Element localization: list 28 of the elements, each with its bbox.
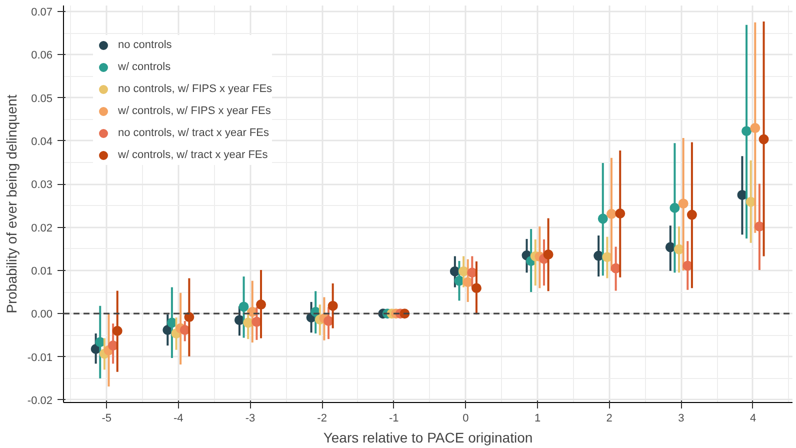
- x-tick-label: 0: [462, 412, 469, 424]
- y-tick-label: -0.02: [27, 394, 53, 407]
- y-axis-title: Probability of ever being delinquent: [3, 94, 20, 314]
- y-tick-label: 0.00: [31, 308, 53, 321]
- x-tick-label: 4: [750, 412, 756, 424]
- y-tick-label: 0.02: [31, 222, 53, 234]
- y-tick-label: 0.05: [31, 92, 53, 105]
- x-tick-label: -5: [102, 412, 112, 424]
- legend-label: w/ controls, w/ tract x year FEs: [118, 149, 268, 161]
- y-tick-label: 0.06: [31, 50, 53, 62]
- legend-label: no controls: [118, 39, 172, 51]
- y-tick-label: 0.07: [31, 6, 53, 19]
- x-tick-label: 3: [678, 412, 684, 424]
- y-tick-label: 0.01: [31, 265, 53, 278]
- x-tick-label: -2: [317, 412, 327, 424]
- x-tick-label: -4: [174, 412, 184, 424]
- y-tick-label: 0.04: [31, 136, 53, 148]
- x-tick-label: -1: [388, 412, 399, 424]
- legend-label: w/ controls, w/ FIPS x year FEs: [118, 105, 271, 117]
- x-tick-label: 2: [606, 412, 612, 424]
- y-tick-label: -0.01: [27, 352, 53, 364]
- x-axis-title: Years relative to PACE origination: [323, 430, 533, 446]
- legend-label: no controls, w/ FIPS x year FEs: [118, 83, 272, 95]
- legend-label: no controls, w/ tract x year FEs: [118, 127, 269, 139]
- y-tick-label: 0.03: [31, 179, 53, 192]
- legend-label: w/ controls: [118, 61, 171, 73]
- x-tick-label: -3: [245, 412, 256, 424]
- x-tick-label: 1: [534, 412, 541, 424]
